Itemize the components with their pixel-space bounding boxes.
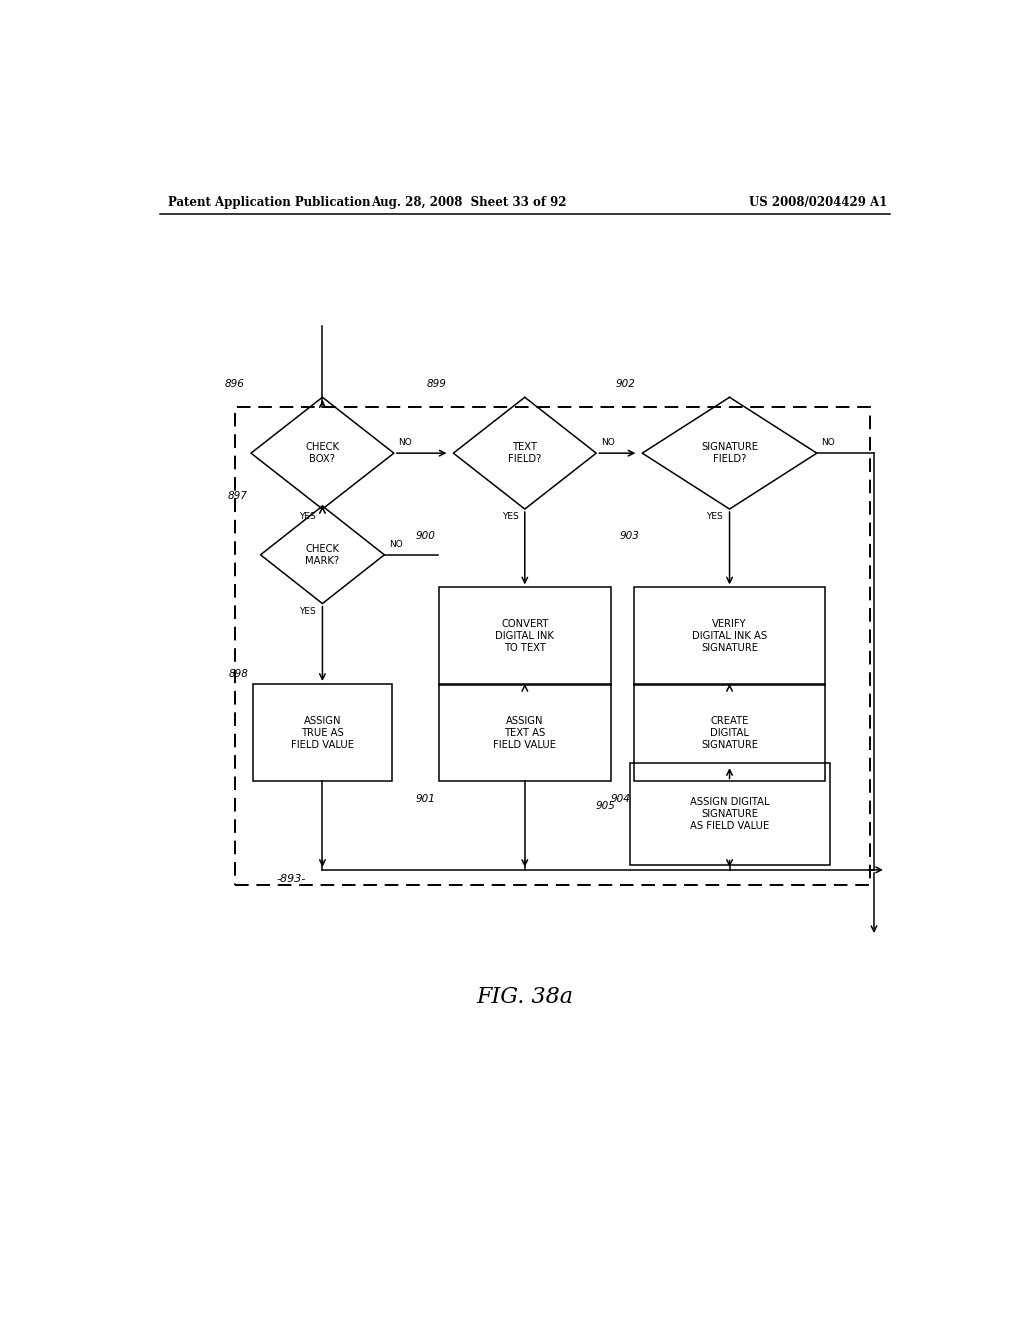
Text: CHECK
BOX?: CHECK BOX?	[305, 442, 339, 465]
Text: Aug. 28, 2008  Sheet 33 of 92: Aug. 28, 2008 Sheet 33 of 92	[372, 195, 567, 209]
Bar	[439, 684, 610, 781]
Text: 897: 897	[227, 491, 247, 500]
Bar	[236, 408, 870, 886]
Text: 900: 900	[416, 532, 435, 541]
Bar	[630, 763, 829, 865]
Text: YES: YES	[707, 512, 723, 521]
Text: ASSIGN
TEXT AS
FIELD VALUE: ASSIGN TEXT AS FIELD VALUE	[494, 715, 556, 750]
Text: NO: NO	[398, 438, 413, 447]
Text: CREATE
DIGITAL
SIGNATURE: CREATE DIGITAL SIGNATURE	[701, 715, 758, 750]
Text: 905: 905	[595, 801, 615, 810]
Bar	[634, 684, 824, 781]
Text: CHECK
MARK?: CHECK MARK?	[305, 544, 340, 566]
Text: 899: 899	[427, 379, 447, 389]
Text: 901: 901	[416, 793, 435, 804]
Text: ASSIGN DIGITAL
SIGNATURE
AS FIELD VALUE: ASSIGN DIGITAL SIGNATURE AS FIELD VALUE	[690, 797, 769, 832]
Text: 902: 902	[616, 379, 636, 389]
Text: 904: 904	[610, 793, 631, 804]
Text: YES: YES	[299, 512, 316, 521]
Bar	[439, 587, 610, 685]
Text: YES: YES	[502, 512, 518, 521]
Text: TEXT
FIELD?: TEXT FIELD?	[508, 442, 542, 465]
Text: VERIFY
DIGITAL INK AS
SIGNATURE: VERIFY DIGITAL INK AS SIGNATURE	[692, 619, 767, 653]
Text: ASSIGN
TRUE AS
FIELD VALUE: ASSIGN TRUE AS FIELD VALUE	[291, 715, 354, 750]
Text: SIGNATURE
FIELD?: SIGNATURE FIELD?	[701, 442, 758, 465]
Text: 903: 903	[620, 532, 640, 541]
Text: Patent Application Publication: Patent Application Publication	[168, 195, 371, 209]
Text: FIG. 38a: FIG. 38a	[476, 986, 573, 1008]
Text: -893-: -893-	[276, 874, 305, 884]
Text: NO: NO	[821, 438, 836, 447]
Bar	[253, 684, 392, 781]
Text: 896: 896	[225, 379, 245, 389]
Bar	[634, 587, 824, 685]
Text: NO: NO	[601, 438, 614, 447]
Text: 898: 898	[228, 669, 249, 678]
Text: YES: YES	[299, 607, 316, 615]
Text: CONVERT
DIGITAL INK
TO TEXT: CONVERT DIGITAL INK TO TEXT	[496, 619, 554, 653]
Text: NO: NO	[389, 540, 402, 549]
Text: US 2008/0204429 A1: US 2008/0204429 A1	[750, 195, 888, 209]
